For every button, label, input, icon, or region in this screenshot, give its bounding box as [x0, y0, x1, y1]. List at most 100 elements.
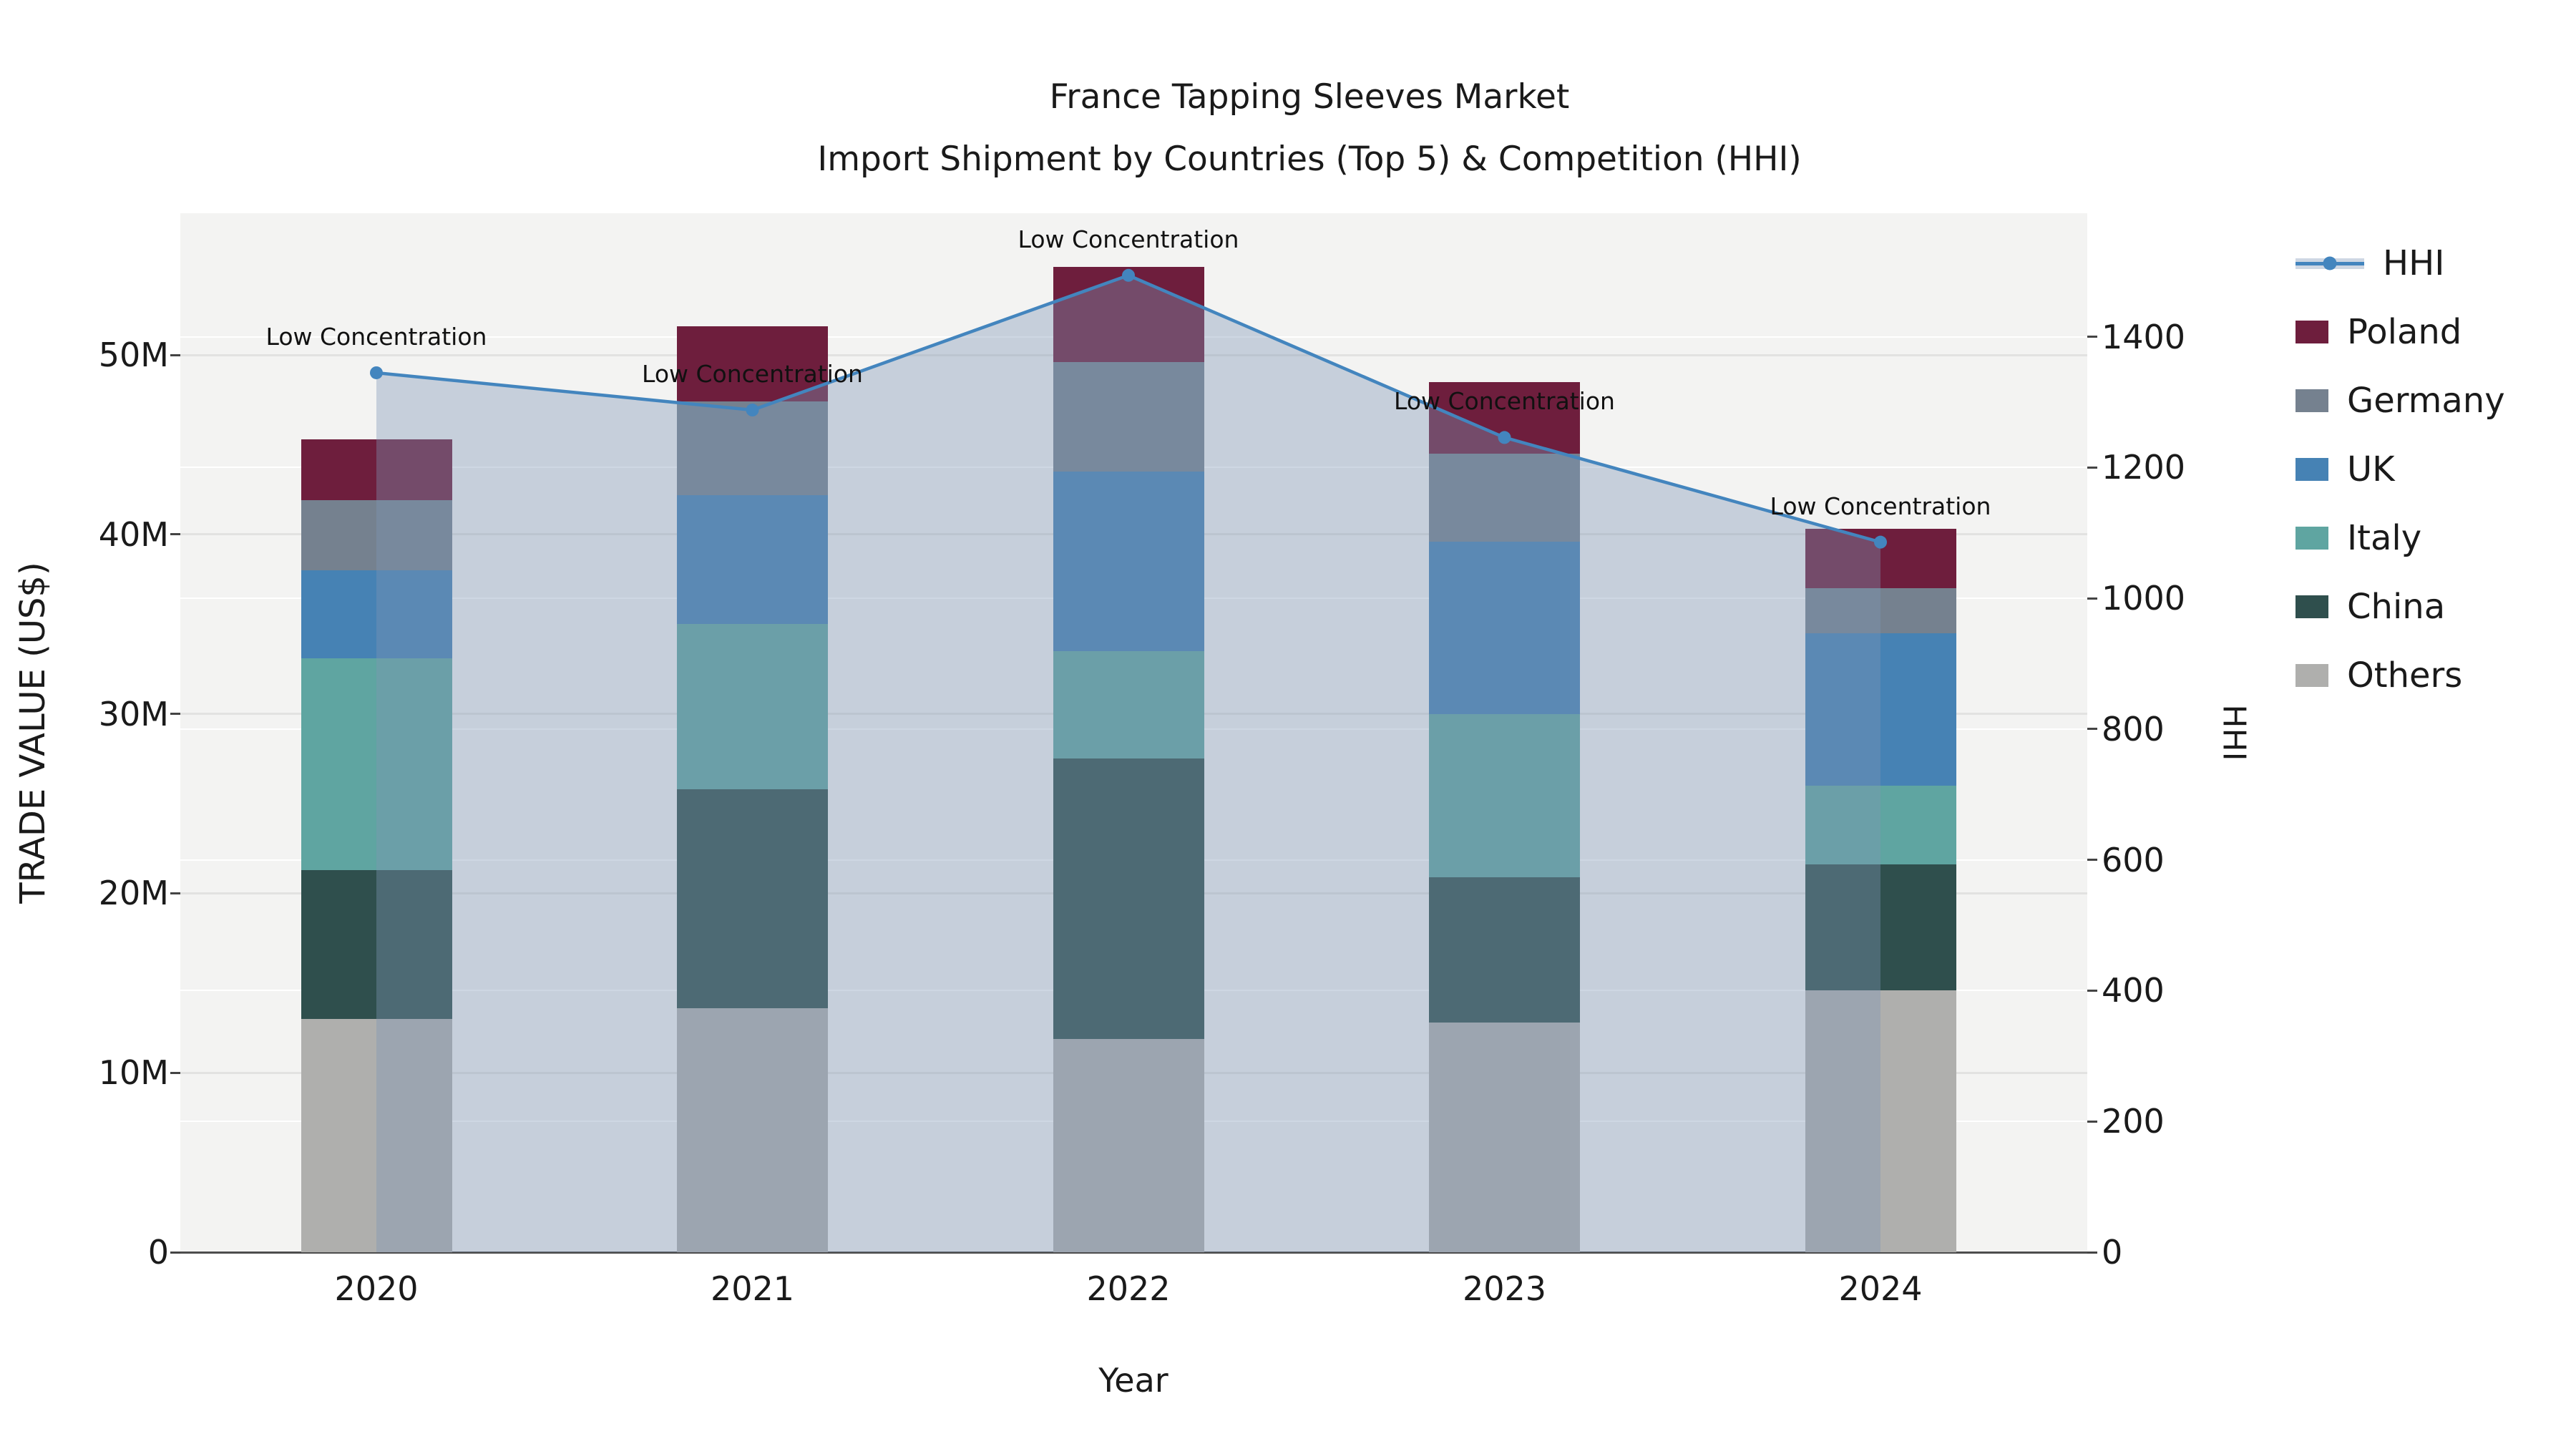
right-axis-tick-800: 800 [2102, 709, 2165, 748]
legend-swatch-poland [2296, 321, 2328, 343]
bar-2023 [1429, 381, 1580, 1252]
legend-item-others: Others [2296, 655, 2505, 696]
x-axis-line [180, 1252, 2087, 1254]
left-axis-tick-50M: 50M [98, 336, 169, 375]
left-axis-title: TRADE VALUE (US$) [13, 562, 53, 904]
legend: HHI Poland Germany UK Italy China Others [2296, 243, 2505, 696]
left-axis-tick-30M: 30M [98, 694, 169, 733]
bar-segment-uk-2023 [1429, 541, 1580, 714]
legend-item-poland: Poland [2296, 312, 2505, 352]
bar-segment-china-2020 [301, 869, 452, 1019]
left-axis-tickmark-0 [170, 1251, 180, 1254]
hhi-marker-icon [2323, 256, 2337, 270]
legend-item-italy: Italy [2296, 518, 2505, 558]
bar-segment-others-2022 [1053, 1038, 1204, 1252]
legend-swatch-italy [2296, 527, 2328, 550]
legend-swatch-others [2296, 664, 2328, 687]
legend-swatch-uk [2296, 458, 2328, 481]
legend-item-germany: Germany [2296, 381, 2505, 421]
bar-segment-uk-2024 [1805, 633, 1956, 786]
hhi-area-band [376, 275, 1880, 1252]
right-axis-tick-0: 0 [2102, 1233, 2123, 1272]
bar-segment-germany-2022 [1053, 362, 1204, 472]
left-axis-tick-0: 0 [147, 1233, 169, 1272]
x-axis-tick-2024: 2024 [1838, 1269, 1923, 1308]
plot-area: Low Concentration Low Concentration Low Co… [180, 213, 2087, 1254]
x-axis-title: Year [1098, 1361, 1169, 1400]
bar-segment-germany-2023 [1429, 454, 1580, 542]
bar-segment-uk-2021 [677, 494, 828, 625]
legend-item-uk: UK [2296, 449, 2505, 489]
x-axis-tick-2023: 2023 [1462, 1269, 1547, 1308]
x-axis-tick-2020: 2020 [334, 1269, 419, 1308]
bar-segment-others-2020 [301, 1019, 452, 1252]
bar-segment-china-2024 [1805, 864, 1956, 990]
bar-segment-poland-2021 [677, 326, 828, 402]
hhi-marker-2022 [1122, 268, 1135, 282]
left-axis-tickmark-10M [170, 1071, 180, 1074]
annotation-2021: Low Concentration [642, 360, 863, 389]
legend-swatch-china [2296, 595, 2328, 618]
annotation-2020: Low Concentration [265, 322, 487, 351]
bar-segment-italy-2022 [1053, 650, 1204, 759]
bar-segment-germany-2021 [677, 401, 828, 495]
hhi-line-icon [2296, 246, 2364, 280]
right-axis-tickmark-400 [2087, 989, 2097, 992]
bar-segment-china-2023 [1429, 877, 1580, 1023]
legend-label-china: China [2347, 587, 2446, 627]
left-axis-tick-20M: 20M [98, 874, 169, 913]
bar-segment-china-2022 [1053, 758, 1204, 1039]
bar-segment-uk-2020 [301, 570, 452, 658]
bar-segment-germany-2020 [301, 500, 452, 571]
legend-item-hhi: HHI [2296, 243, 2505, 283]
hhi-marker-2021 [746, 404, 759, 417]
right-axis-tickmark-600 [2087, 859, 2097, 862]
right-axis-tickmark-200 [2087, 1120, 2097, 1123]
legend-swatch-germany [2296, 389, 2328, 412]
legend-item-china: China [2296, 587, 2505, 627]
right-axis-tickmark-1000 [2087, 597, 2097, 600]
right-axis-tick-200: 200 [2102, 1102, 2165, 1141]
legend-label-italy: Italy [2347, 518, 2422, 558]
hhi-marker-2023 [1498, 431, 1511, 444]
x-axis-tick-2021: 2021 [710, 1269, 795, 1308]
bar-segment-others-2024 [1805, 990, 1956, 1252]
bar-segment-germany-2024 [1805, 588, 1956, 633]
right-axis-tick-1000: 1000 [2102, 579, 2186, 618]
legend-label-uk: UK [2347, 449, 2395, 489]
left-axis-tick-40M: 40M [98, 514, 169, 554]
bar-2024 [1805, 529, 1956, 1252]
annotation-2023: Low Concentration [1394, 387, 1615, 416]
right-axis-tickmark-1200 [2087, 466, 2097, 469]
legend-label-others: Others [2347, 655, 2463, 696]
bar-segment-poland-2022 [1053, 267, 1204, 363]
right-axis-tick-1400: 1400 [2102, 317, 2186, 356]
bar-2021 [677, 326, 828, 1252]
right-axis-tickmark-0 [2087, 1251, 2097, 1254]
legend-label-germany: Germany [2347, 381, 2505, 421]
bar-segment-others-2021 [677, 1008, 828, 1252]
hhi-marker-2024 [1874, 535, 1887, 549]
bar-segment-china-2021 [677, 789, 828, 1008]
chart-title-line2: Import Shipment by Countries (Top 5) & C… [817, 140, 1802, 179]
right-axis-tick-400: 400 [2102, 971, 2165, 1010]
legend-label-poland: Poland [2347, 312, 2462, 352]
bar-segment-italy-2023 [1429, 713, 1580, 877]
annotation-2022: Low Concentration [1018, 225, 1239, 253]
left-axis-tickmark-20M [170, 892, 180, 894]
right-axis-tickmark-1400 [2087, 336, 2097, 338]
annotation-2024: Low Concentration [1770, 492, 1991, 520]
right-axis-title: HHI [2215, 704, 2253, 761]
left-axis-tickmark-50M [170, 353, 180, 356]
bar-segment-others-2023 [1429, 1023, 1580, 1252]
bar-2020 [301, 439, 452, 1252]
chart-title: France Tapping Sleeves Market Import Shi… [594, 66, 2025, 190]
bar-segment-italy-2024 [1805, 786, 1956, 865]
chart-title-line1: France Tapping Sleeves Market [1049, 77, 1570, 117]
right-axis-tick-600: 600 [2102, 840, 2165, 879]
bar-segment-italy-2020 [301, 658, 452, 870]
bar-segment-italy-2021 [677, 624, 828, 789]
right-axis-tickmark-800 [2087, 728, 2097, 731]
right-axis-tick-1200: 1200 [2102, 448, 2186, 487]
